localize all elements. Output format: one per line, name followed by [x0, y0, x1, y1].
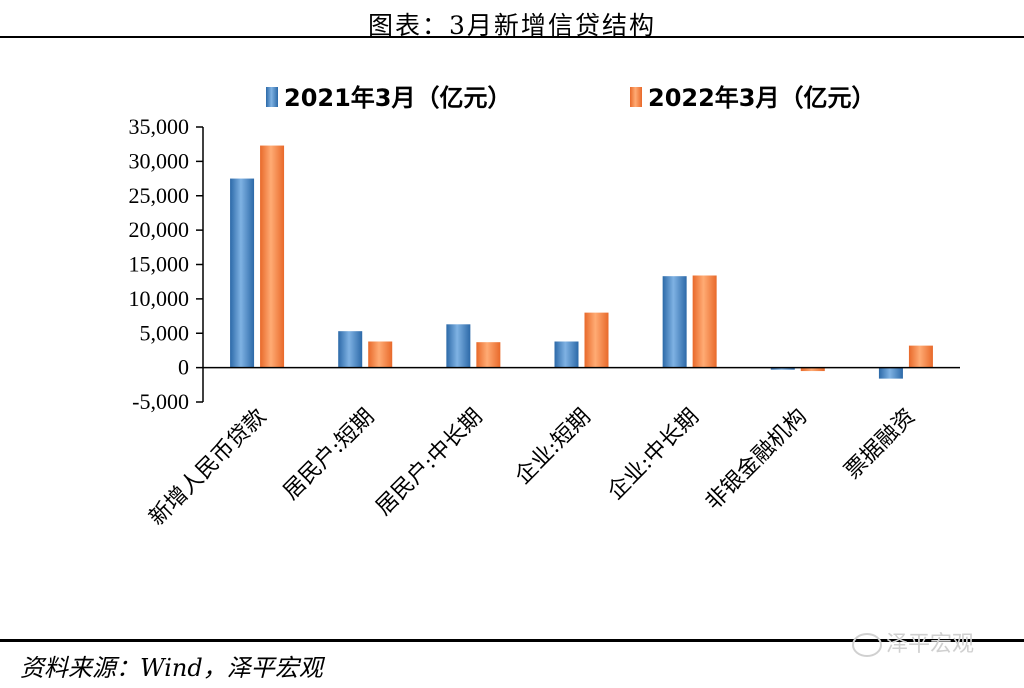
y-tick-label: 5,000 — [140, 320, 190, 345]
legend: 2021年3月（亿元） 2022年3月（亿元） — [266, 84, 876, 112]
y-tick-label: 30,000 — [129, 148, 190, 173]
bar-2022 — [476, 342, 501, 368]
bar-2022 — [368, 341, 393, 368]
source-note: 资料来源：Wind，泽平宏观 — [20, 654, 323, 682]
bar-2021 — [770, 367, 795, 370]
bar-2021 — [230, 178, 255, 368]
y-tick-label: -5,000 — [132, 389, 189, 414]
x-tick-label: 居民户:中长期 — [371, 404, 487, 520]
x-tick-label: 企业:短期 — [511, 404, 596, 489]
y-tick-label: 10,000 — [129, 286, 190, 311]
bar-2022 — [908, 345, 933, 368]
y-tick-label: 0 — [178, 355, 189, 380]
bar-2021 — [878, 367, 903, 379]
bar-2021 — [554, 341, 579, 368]
x-tick-label: 票据融资 — [840, 404, 920, 484]
bar-2022 — [584, 312, 609, 368]
x-tick-label: 居民户:短期 — [279, 404, 380, 505]
legend-swatch-2022 — [630, 87, 642, 107]
watermark-text: 泽平宏观 — [886, 632, 975, 657]
top-rule — [0, 36, 1024, 38]
x-tick-label: 新增人民币贷款 — [145, 404, 272, 531]
bar-2022 — [260, 145, 285, 368]
legend-label-2021: 2021年3月（亿元） — [284, 84, 512, 112]
bar-2021 — [338, 331, 363, 368]
wechat-icon — [852, 633, 882, 657]
bar-2022 — [800, 367, 825, 372]
legend-swatch-2021 — [266, 87, 278, 107]
bar-2021 — [662, 276, 687, 368]
y-tick-label: 20,000 — [129, 217, 190, 242]
y-tick-label: 25,000 — [129, 183, 190, 208]
y-tick-label: 15,000 — [129, 252, 190, 277]
watermark: 泽平宏观 — [852, 626, 974, 658]
bar-2022 — [692, 275, 717, 368]
bars — [230, 145, 933, 379]
x-tick-label: 企业:中长期 — [603, 404, 704, 505]
x-tick-label: 非银金融机构 — [701, 404, 812, 515]
chart-title: 图表：3月新增信贷结构 — [368, 11, 656, 40]
legend-label-2022: 2022年3月（亿元） — [648, 84, 876, 112]
bar-2021 — [446, 324, 471, 368]
y-axis: 35,000 30,000 25,000 20,000 15,000 10,000 5,00… — [129, 114, 204, 414]
bottom-rule — [0, 639, 1024, 642]
y-tick-label: 35,000 — [129, 114, 190, 139]
